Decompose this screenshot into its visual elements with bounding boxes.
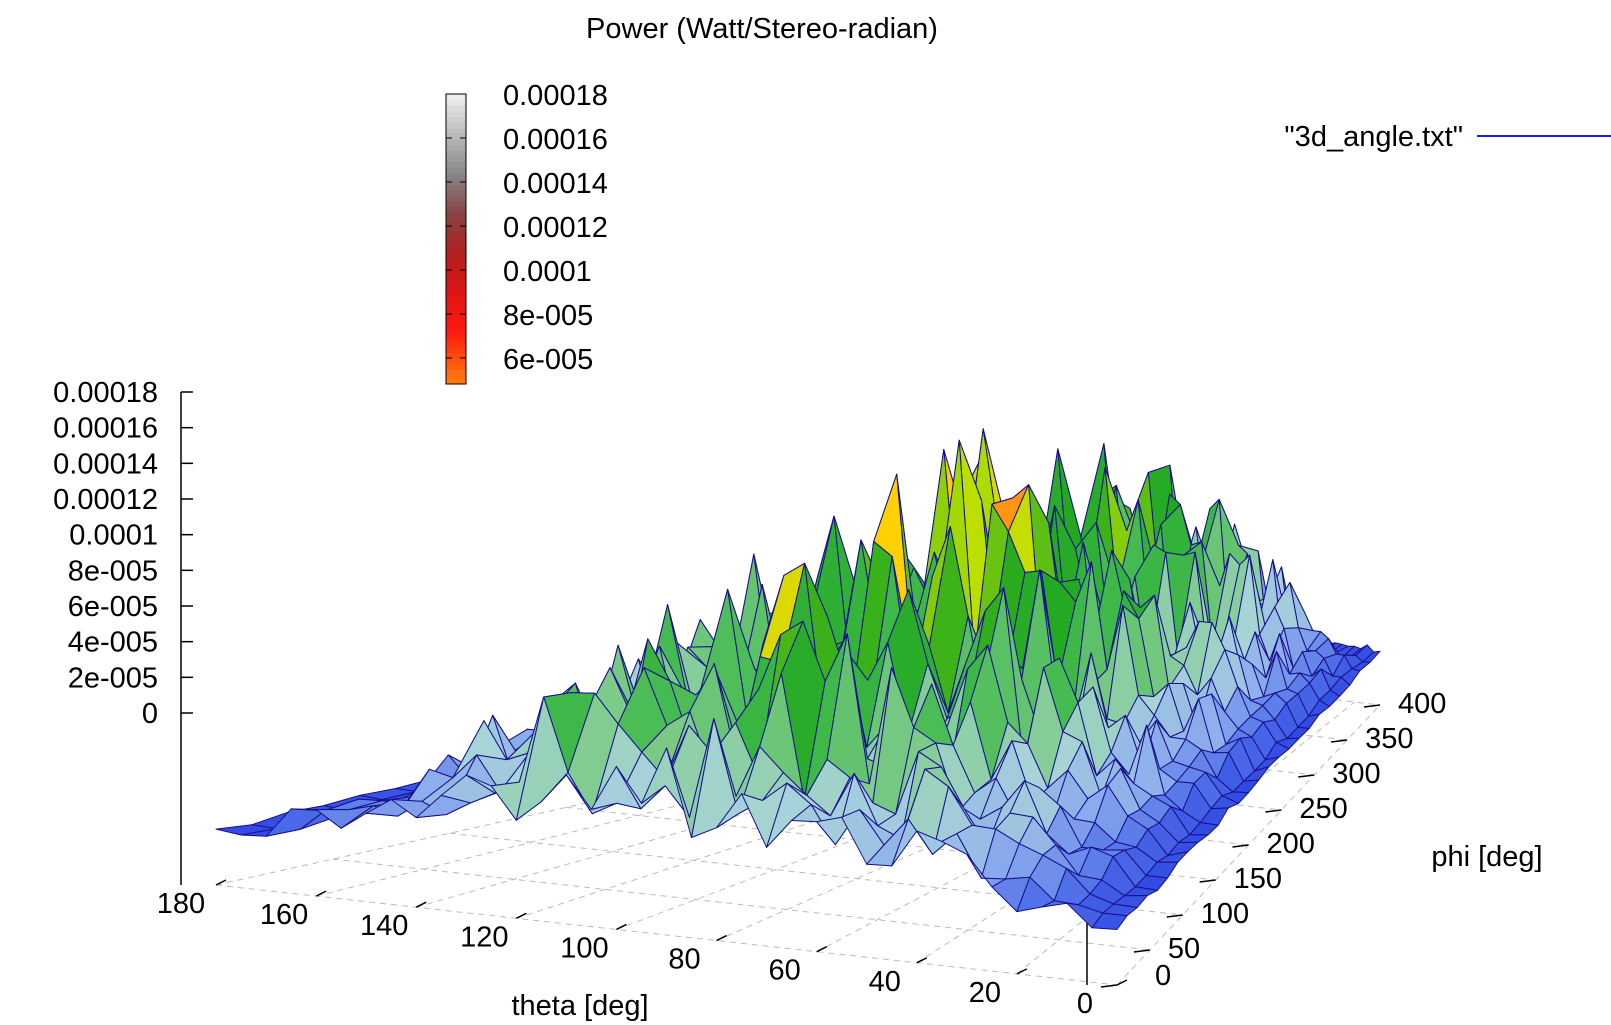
- phi-tick-mark: [1265, 809, 1282, 813]
- theta-tick-label: 20: [969, 977, 1001, 1009]
- phi-tick-label: 300: [1332, 758, 1380, 790]
- x-axis-label: theta [deg]: [511, 990, 648, 1022]
- theta-tick-mark: [1016, 968, 1028, 975]
- phi-tick-mark: [1298, 774, 1315, 778]
- phi-tick-mark: [1133, 949, 1150, 953]
- theta-tick-mark: [215, 879, 227, 886]
- theta-axis-ticks: 180 160 140 120 100 80 60 40 20 0: [157, 879, 1128, 1020]
- z-tick-label: 0.00018: [53, 377, 158, 409]
- theta-tick-label: 140: [360, 910, 408, 942]
- phi-tick-label: 350: [1365, 723, 1413, 755]
- legend: "3d_angle.txt": [1284, 121, 1611, 153]
- theta-tick-label: 80: [668, 944, 700, 976]
- phi-tick-label: 0: [1155, 960, 1171, 992]
- phi-tick-label: 200: [1267, 828, 1315, 860]
- theta-tick-mark: [515, 912, 527, 920]
- theta-tick-label: 160: [260, 899, 308, 931]
- color-bar-tick-label: 0.00018: [503, 80, 608, 112]
- color-bar-tick-label: 6e-005: [503, 344, 593, 376]
- theta-tick-label: 60: [769, 955, 801, 987]
- phi-tick-mark: [1166, 914, 1183, 918]
- phi-tick-mark: [1100, 984, 1118, 988]
- theta-tick-label: 0: [1077, 988, 1093, 1020]
- surface-facet: [1091, 912, 1128, 930]
- color-bar-ticks: 0.00018 0.00016 0.00014 0.00012 0.0001 8e-005…: [446, 80, 608, 376]
- z-tick-label: 0: [142, 698, 158, 730]
- theta-tick-label: 180: [157, 888, 205, 920]
- color-bar: [445, 93, 467, 385]
- phi-tick-mark: [1331, 739, 1348, 743]
- theta-tick-label: 100: [560, 932, 608, 964]
- color-bar-tick-label: 0.0001: [503, 256, 592, 288]
- theta-tick-mark: [916, 957, 928, 964]
- phi-tick-mark: [1363, 704, 1381, 708]
- z-tick-label: 2e-005: [68, 662, 158, 694]
- color-bar-tick-label: 0.00016: [503, 124, 608, 156]
- z-tick-label: 0.0001: [69, 520, 158, 552]
- z-tick-label: 0.00012: [53, 484, 158, 516]
- theta-tick-mark: [1116, 979, 1128, 986]
- theta-tick-label: 40: [869, 966, 901, 998]
- z-tick-label: 4e-005: [68, 627, 158, 659]
- phi-tick-label: 150: [1234, 863, 1282, 895]
- phi-tick-label: 50: [1168, 933, 1200, 965]
- phi-tick-label: 100: [1201, 898, 1249, 930]
- z-tick-label: 6e-005: [68, 591, 158, 623]
- theta-tick-mark: [616, 923, 627, 931]
- theta-tick-mark: [315, 890, 327, 897]
- z-tick-label: 0.00014: [53, 448, 158, 480]
- theta-tick-mark: [415, 901, 427, 908]
- theta-tick-mark: [816, 945, 828, 953]
- legend-label: "3d_angle.txt": [1284, 121, 1463, 153]
- y-axis-label: phi [deg]: [1431, 841, 1542, 873]
- phi-tick-mark: [1232, 844, 1249, 848]
- color-bar-tick-label: 8e-005: [503, 300, 593, 332]
- chart-title: Power (Watt/Stereo-radian): [586, 13, 938, 45]
- z-tick-label: 0.00016: [53, 413, 158, 445]
- surface-mesh: [215, 428, 1381, 930]
- phi-tick-label: 400: [1398, 688, 1446, 720]
- phi-tick-label: 250: [1299, 793, 1347, 825]
- color-bar-tick-label: 0.00014: [503, 168, 608, 200]
- phi-tick-mark: [1199, 879, 1216, 883]
- z-tick-label: 8e-005: [68, 555, 158, 587]
- theta-tick-label: 120: [460, 921, 508, 953]
- color-bar-tick-label: 0.00012: [503, 212, 608, 244]
- theta-tick-mark: [716, 934, 727, 942]
